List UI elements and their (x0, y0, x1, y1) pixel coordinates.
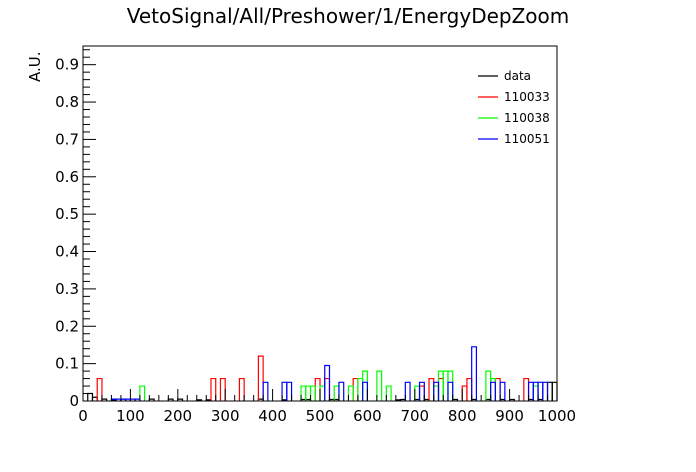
histogram-bin (532, 381, 539, 401)
legend-label: 110038 (504, 111, 550, 125)
y-tick-label: 0.8 (55, 93, 79, 111)
histogram-bin (385, 385, 392, 401)
histogram-bin (447, 370, 454, 401)
histogram-bin (305, 385, 312, 401)
histogram-bin (437, 370, 444, 401)
x-tick-label: 300 (211, 407, 240, 425)
histogram-bin (281, 381, 288, 401)
x-tick-label: 400 (258, 407, 287, 425)
histogram-bin (338, 381, 345, 401)
histogram-bin (428, 377, 435, 401)
x-tick-label: 800 (448, 407, 477, 425)
x-tick-label: 1000 (538, 407, 576, 425)
histogram-bin (546, 381, 553, 401)
legend-label: data (504, 69, 531, 83)
histogram-bin (433, 385, 440, 401)
histogram-bin (319, 385, 326, 401)
histogram-bin (376, 370, 383, 401)
y-tick-label: 0.4 (55, 243, 79, 261)
y-tick-label: 0.3 (55, 280, 79, 298)
histogram-bin (219, 377, 226, 401)
y-tick-label: 0.6 (55, 168, 79, 186)
histogram-bin (139, 385, 146, 401)
histogram-bin (333, 385, 340, 401)
histogram-bin (352, 377, 359, 401)
x-tick-label: 700 (400, 407, 429, 425)
histogram-bin (418, 381, 425, 401)
y-tick-label: 0.5 (55, 205, 79, 223)
histogram-bin (87, 392, 94, 401)
series-110033 (96, 355, 530, 401)
histogram-bin (96, 377, 103, 401)
plot-frame-box (82, 45, 558, 402)
histogram-bin (324, 364, 331, 401)
legend: data 110033 110038 110051 (478, 69, 550, 146)
histogram-bin (494, 377, 501, 401)
histogram-bin (461, 385, 468, 401)
y-tick-label: 0.2 (55, 317, 79, 335)
x-tick-label: 0 (78, 407, 88, 425)
y-tick-label: 0.7 (55, 130, 79, 148)
histogram-bin (466, 377, 473, 401)
x-tick-label: 500 (306, 407, 335, 425)
chart-title: VetoSignal/All/Preshower/1/EnergyDepZoom (127, 4, 570, 28)
x-tick-label: 100 (116, 407, 145, 425)
histogram-bin (262, 381, 269, 401)
histogram-bin (433, 381, 440, 401)
histogram-bin (357, 377, 364, 401)
histogram-bin (542, 381, 549, 401)
legend-label: 110033 (504, 90, 550, 104)
histogram-bin (537, 381, 544, 401)
histogram-bin (309, 385, 316, 401)
y-tick-label: 0 (69, 392, 79, 410)
histogram-bin (418, 385, 425, 401)
histogram-bin (485, 370, 492, 401)
histogram-bin (324, 377, 331, 401)
histogram-bin (314, 377, 321, 401)
histogram-bin (404, 381, 411, 401)
histogram-bin (238, 377, 245, 401)
histogram-bin (490, 381, 496, 401)
histogram-bin (532, 385, 539, 401)
y-tick-label: 0.9 (55, 56, 79, 74)
histogram-bin (347, 385, 354, 401)
series-data (87, 381, 558, 401)
histogram-bin (362, 370, 368, 401)
plot-frame: 0 100 200 300 400 500 600 700 800 900 1000 0 0.1 0.2 0… (55, 45, 576, 425)
x-tick-label: 600 (353, 407, 382, 425)
histogram-bin (210, 377, 217, 401)
histogram-bin (447, 381, 454, 401)
plot-series (87, 346, 558, 401)
histogram-bin (91, 396, 98, 401)
legend-label: 110051 (504, 132, 550, 146)
series-110051 (110, 346, 549, 401)
histogram-bin (471, 346, 478, 401)
histogram-bin (442, 370, 449, 401)
y-axis-label: A.U. (26, 51, 44, 82)
histogram-bin (300, 385, 307, 401)
histogram-bin (286, 381, 293, 401)
histogram-bin (527, 381, 534, 401)
histogram-bin (362, 381, 368, 401)
histogram-bin (257, 355, 264, 401)
histogram-bin (437, 377, 444, 401)
histogram-bin (551, 381, 558, 401)
histogram-bin (414, 385, 421, 401)
histogram-bin (499, 381, 506, 401)
x-tick-label: 200 (163, 407, 192, 425)
y-tick-label: 0.1 (55, 355, 79, 373)
histogram-bin (523, 377, 530, 401)
x-tick-label: 900 (495, 407, 524, 425)
